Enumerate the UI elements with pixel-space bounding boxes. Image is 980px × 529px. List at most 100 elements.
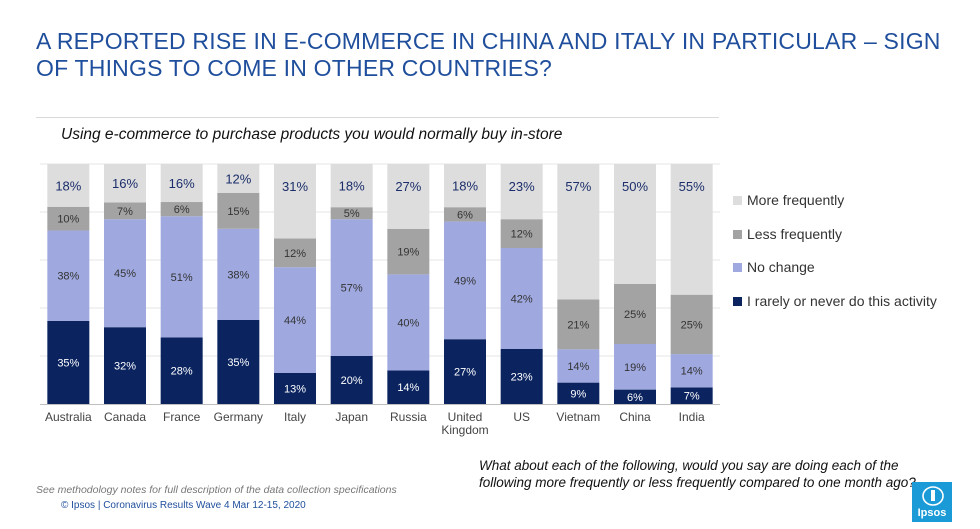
data-label: 57% [565,179,591,194]
bar-segment-never [217,320,260,404]
data-label: 35% [227,357,249,369]
data-label: 35% [57,357,79,369]
legend-swatch-more [733,196,742,205]
category-label: Russia [390,410,427,424]
legend-swatch-never [733,296,742,306]
bar-segment-more [274,164,316,239]
legend-swatch-no-change [733,263,742,272]
category-label: China [619,410,651,424]
data-label: 12% [511,229,533,241]
bar-segment-less [160,202,203,217]
category-label: Kingdom [441,423,488,437]
data-label: 23% [511,371,533,383]
ipsos-logo-text: Ipsos [917,507,947,519]
bar-segment-no-change [500,248,543,349]
data-label: 19% [397,247,419,259]
data-label: 15% [227,206,249,218]
category-label: Germany [214,410,263,424]
survey-question: What about each of the following, would … [479,458,916,490]
data-label: 44% [284,315,306,327]
data-label: 32% [114,361,136,373]
data-label: 57% [341,283,363,295]
bar-segment-more [217,164,260,193]
data-label: 5% [344,208,360,220]
subtitle-divider [36,117,719,118]
bar-segment-less [557,299,600,350]
category-label: United [448,410,483,424]
legend-label-more: More frequently [747,192,845,208]
source-line: © Ipsos | Coronavirus Results Wave 4 Mar… [61,500,306,511]
legend-label-never: I rarely or never do this activity [747,292,937,309]
data-label: 55% [679,179,705,194]
category-label: India [679,410,705,424]
data-label: 21% [567,319,589,331]
bar-segment-never [330,356,373,404]
bar-segment-never [387,370,430,404]
data-label: 18% [339,179,365,194]
category-label: US [513,410,530,424]
bar-segment-more [387,164,430,229]
bar-segment-no-change [274,267,316,373]
data-label: 27% [395,179,421,194]
bar-segment-less [670,294,713,355]
bar-segment-never [557,382,600,404]
data-label: 14% [567,361,589,373]
bar-segment-no-change [387,274,430,371]
data-label: 18% [452,179,478,194]
data-label: 49% [454,275,476,287]
bar-segment-less [274,238,316,268]
data-label: 6% [174,204,190,216]
bar-segment-less [500,219,543,248]
data-label: 50% [622,179,648,194]
legend-label-no-change: No change [747,259,815,275]
chart-title: Using e-commerce to purchase products yo… [61,126,563,143]
data-label: 20% [341,375,363,387]
data-label: 12% [284,248,306,260]
bar-segment-no-change [670,354,713,388]
bar-segment-more [444,164,486,208]
legend-label-less: Less frequently [747,225,842,242]
bar-segment-no-change [557,349,600,383]
bar-segment-less [104,202,146,220]
ipsos-logo: Ipsos [912,482,952,522]
bar-segment-more [47,164,90,207]
bar-segment-never [104,327,146,404]
bar-segment-never [47,320,90,404]
bar-segment-no-change [217,228,260,320]
data-label: 10% [57,214,79,226]
data-label: 19% [624,362,646,374]
bar-segment-less [217,192,260,229]
data-label: 42% [511,293,533,305]
bar-segment-more [614,164,656,284]
bar-segment-more [557,164,600,300]
data-label: 28% [171,366,193,378]
bar-segment-no-change [444,221,486,340]
data-label: 18% [55,178,81,193]
legend-swatch-less [733,229,742,239]
bar-segment-more [500,164,543,220]
data-label: 25% [624,309,646,321]
bar-segment-less [47,206,90,231]
bar-segment-never [500,348,543,404]
data-label: 45% [114,268,136,280]
bar-segment-more [104,164,146,203]
data-label: 7% [684,391,700,403]
data-label: 7% [117,206,133,218]
page-title: A REPORTED RISE IN E-COMMERCE IN CHINA A… [36,28,941,81]
data-label: 23% [509,179,535,194]
bar-segment-no-change [160,216,203,338]
category-label: France [163,410,201,424]
data-label: 14% [397,382,419,394]
category-label: Canada [104,410,146,424]
bar-segment-less [614,284,656,344]
data-label: 6% [627,392,643,404]
bar-segment-never [160,337,203,404]
data-label: 16% [112,176,138,191]
data-label: 14% [681,366,703,378]
category-label: Australia [45,410,92,424]
bar-segment-more [160,164,203,203]
data-label: 31% [282,179,308,194]
category-label: Japan [335,410,368,424]
data-label: 25% [681,319,703,331]
